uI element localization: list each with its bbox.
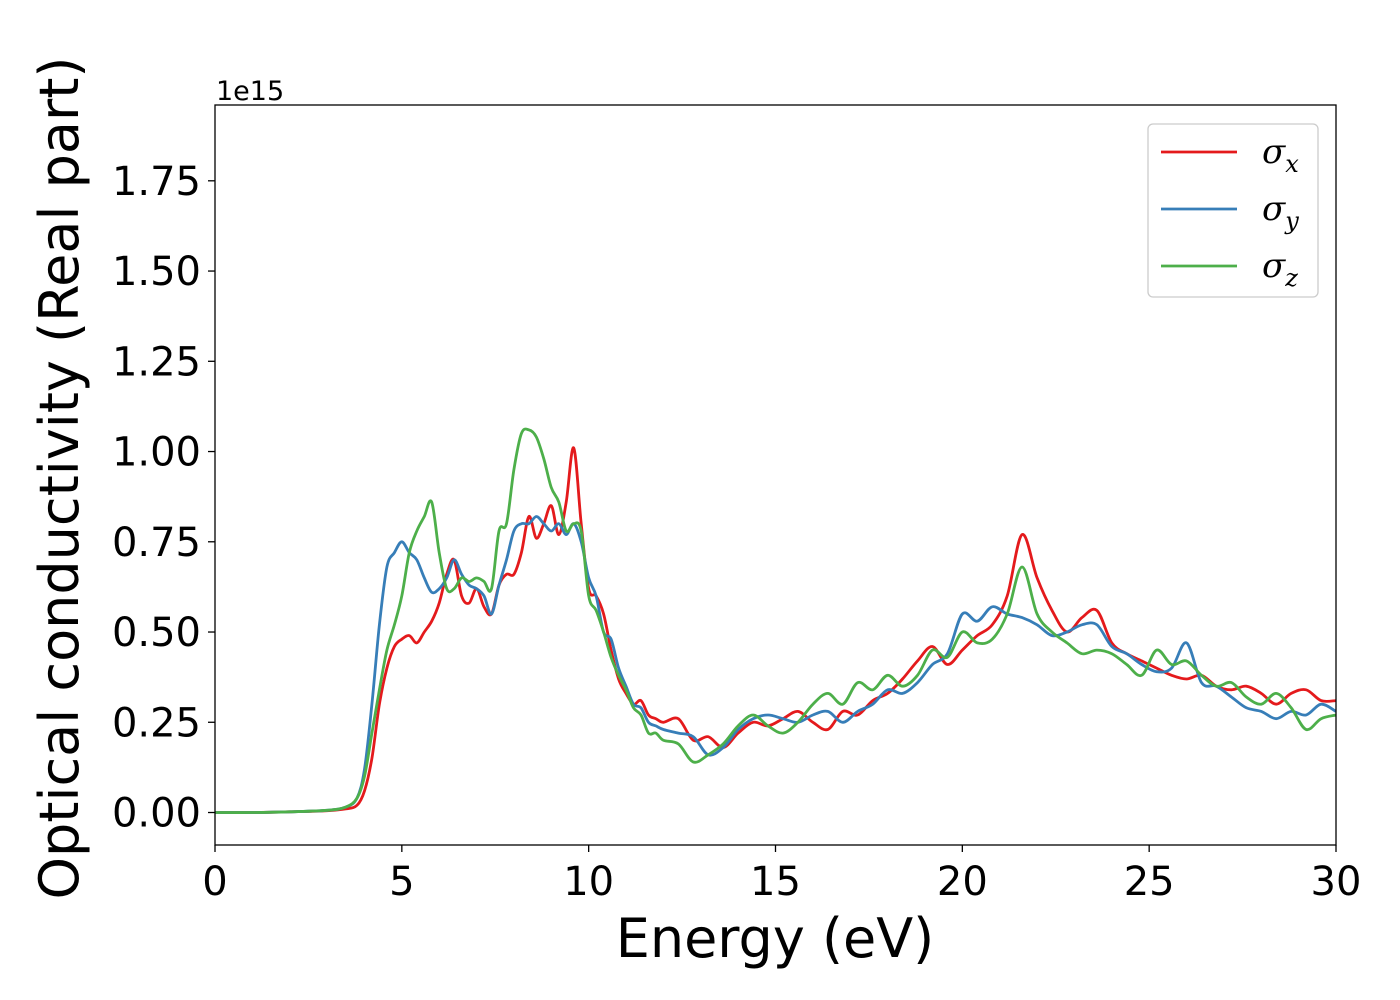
series-layer <box>215 427 1336 814</box>
y-tick-label: 0.00 <box>112 791 201 837</box>
x-tick-label: 25 <box>1124 859 1175 905</box>
axes-layer: 0 5 10 15 20 25 30 0.00 0.25 0.50 0.75 1.00 1.25 1.50… <box>112 104 1362 905</box>
x-tick-label: 20 <box>937 859 988 905</box>
x-axis-title: Energy (eV) <box>616 907 935 970</box>
y-tick-label: 0.75 <box>112 520 201 566</box>
y-tick-label: 1.25 <box>112 339 201 385</box>
legend-box <box>1147 123 1319 298</box>
legend-label-sigma-x: σx <box>1262 132 1299 178</box>
x-tick-label: 15 <box>750 859 801 905</box>
x-tick-label: 5 <box>389 859 414 905</box>
y-tick-label: 1.00 <box>112 430 201 476</box>
y-tick-label: 1.75 <box>112 159 201 205</box>
y-tick-label: 0.25 <box>112 700 201 746</box>
x-tick-label: 0 <box>202 859 227 905</box>
y-tick-label: 1.50 <box>112 249 201 295</box>
y-axis-title: Optical conductivity (Real part) <box>28 57 91 900</box>
series-line-sigma-x <box>215 446 1336 814</box>
x-tick-label: 30 <box>1311 859 1362 905</box>
legend-label-sigma-z: σz <box>1262 246 1298 292</box>
legend: σx σy σz <box>1147 123 1319 298</box>
series-line-sigma-z <box>215 427 1336 814</box>
x-tick-label: 10 <box>563 859 614 905</box>
y-tick-label: 0.50 <box>112 610 201 656</box>
y-offset-label: 1e15 <box>216 76 284 107</box>
legend-label-sigma-y: σy <box>1262 189 1299 235</box>
series-line-sigma-y <box>215 515 1336 814</box>
